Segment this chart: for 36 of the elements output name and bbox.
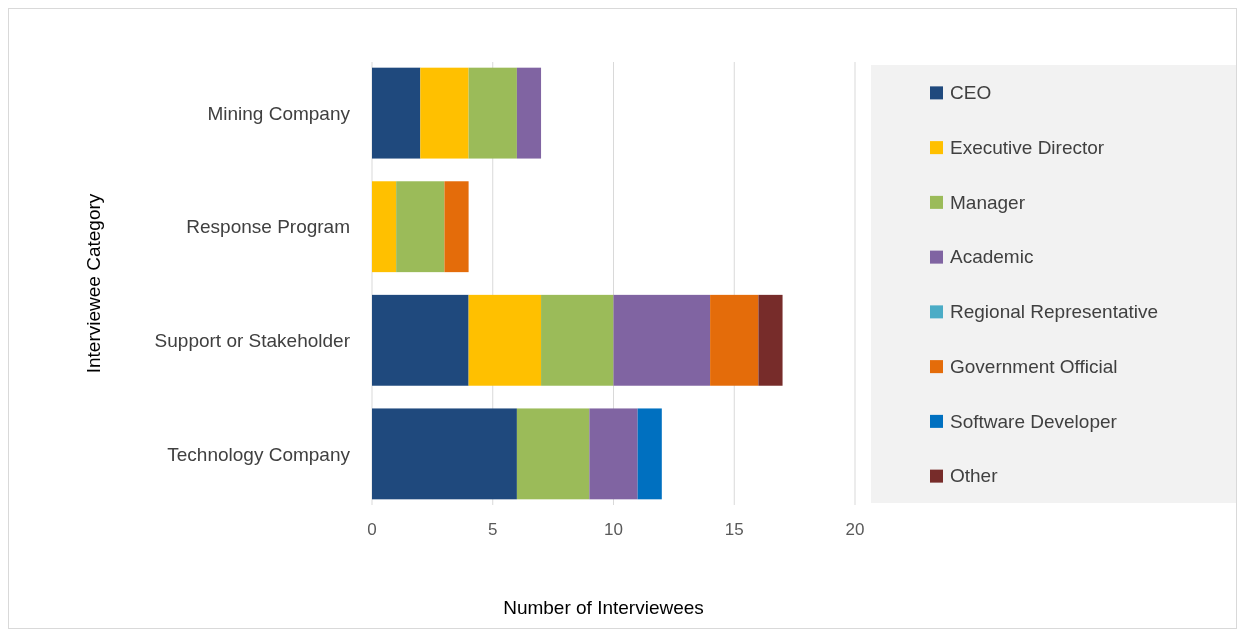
y-axis-title: Interviewee Category — [83, 193, 104, 374]
legend-label: Software Developer — [950, 410, 1118, 432]
bar — [613, 294, 711, 386]
x-tick-label: 10 — [604, 520, 623, 539]
bar — [444, 181, 469, 273]
bar — [541, 294, 614, 386]
y-tick-label: Support or Stakeholder — [154, 329, 351, 351]
bar — [420, 67, 469, 159]
bar — [372, 181, 397, 273]
bar — [468, 67, 517, 159]
bar — [710, 294, 759, 386]
bar — [758, 294, 783, 386]
x-tick-label: 0 — [367, 520, 377, 539]
x-tick-label: 15 — [724, 520, 744, 539]
legend-label: Academic — [950, 246, 1034, 268]
legend-label: Other — [950, 465, 999, 487]
bar — [516, 408, 590, 500]
bar — [589, 408, 638, 500]
legend-label: CEO — [950, 82, 992, 104]
x-tick-label: 20 — [845, 520, 865, 539]
bar — [637, 408, 662, 500]
y-tick-label: Technology Company — [167, 443, 351, 465]
y-tick-label: Response Program — [186, 216, 350, 238]
x-tick-label: 5 — [488, 520, 498, 539]
legend-label: Executive Director — [950, 136, 1105, 158]
legend-label: Regional Representative — [950, 301, 1159, 323]
bar — [372, 67, 421, 159]
bar — [372, 408, 517, 500]
bar — [468, 294, 542, 386]
legend-label: Manager — [950, 191, 1026, 213]
y-tick-label: Mining Company — [207, 102, 351, 124]
legend-label: Government Official — [950, 355, 1118, 377]
x-axis-title: Number of Interviewees — [503, 597, 704, 618]
bar — [516, 67, 542, 159]
bar — [396, 181, 445, 273]
bar — [372, 294, 469, 386]
